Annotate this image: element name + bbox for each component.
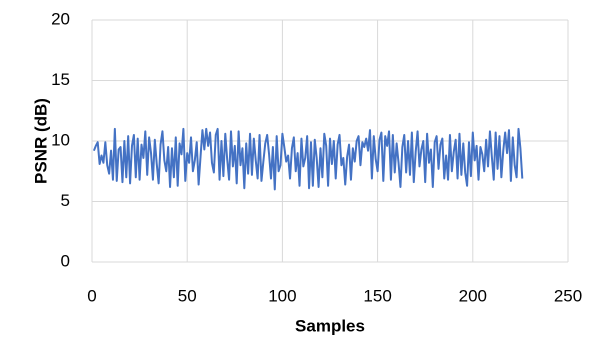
x-tick-label: 250	[554, 286, 582, 305]
x-tick-label: 200	[459, 286, 487, 305]
x-tick-label: 50	[178, 286, 197, 305]
x-tick-label: 150	[363, 286, 391, 305]
x-axis-title: Samples	[295, 316, 365, 335]
y-tick-label: 0	[61, 251, 70, 270]
x-tick-label: 0	[87, 286, 96, 305]
y-tick-label: 15	[51, 70, 70, 89]
x-tick-label: 100	[268, 286, 296, 305]
y-tick-label: 20	[51, 9, 70, 28]
data-line	[92, 127, 524, 191]
y-axis-title: PSNR (dB)	[31, 98, 50, 184]
y-tick-label: 5	[61, 191, 70, 210]
y-tick-label: 10	[51, 130, 70, 149]
